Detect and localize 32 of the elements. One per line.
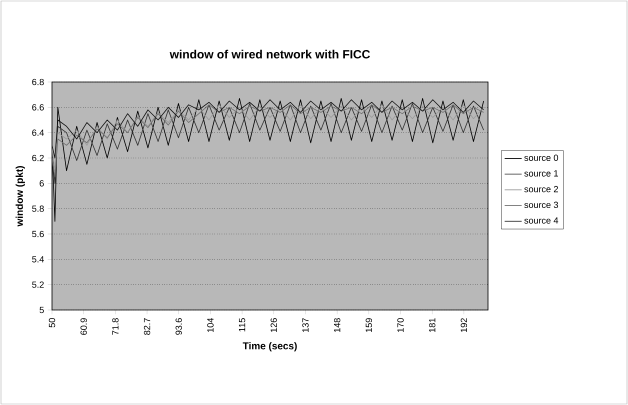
y-tick-label: 6.4 xyxy=(32,129,44,136)
x-tick-label: 93.6 xyxy=(176,318,182,335)
y-tick-label: 6 xyxy=(40,180,44,187)
x-tick-label: 192 xyxy=(460,318,468,332)
x-tick-label: 82.7 xyxy=(144,318,150,335)
x-tick-label: 126 xyxy=(270,318,277,332)
y-tick-label: 5.2 xyxy=(32,281,44,288)
x-tick-label: 115 xyxy=(238,318,246,332)
x-tick-label: 104 xyxy=(207,318,214,332)
y-tick-label: 6.2 xyxy=(32,154,44,162)
x-tick-label: 71.8 xyxy=(112,318,119,335)
y-tick-label: 5.8 xyxy=(32,205,44,212)
x-tick-label: 170 xyxy=(397,318,404,332)
legend-label: source 0 xyxy=(524,154,558,161)
y-tick-label: 5.4 xyxy=(32,256,44,262)
legend-label: source 3 xyxy=(524,202,558,208)
y-tick-label: 6.8 xyxy=(32,78,44,86)
legend-label: source 2 xyxy=(524,186,558,192)
x-tick-label: 181 xyxy=(429,318,436,332)
x-tick-label: 159 xyxy=(366,318,372,332)
y-tick-label: 5 xyxy=(40,306,44,314)
x-tick-label: 137 xyxy=(302,318,309,332)
x-tick-label: 50 xyxy=(48,318,56,328)
legend-label: source 4 xyxy=(524,217,558,224)
y-tick-label: 6.6 xyxy=(32,104,44,111)
legend-label: source 1 xyxy=(524,170,558,177)
x-tick-label: 60.9 xyxy=(80,318,87,335)
y-axis-title: window (pkt) xyxy=(16,166,25,226)
x-tick-label: 148 xyxy=(334,318,340,332)
y-tick-label: 5.6 xyxy=(32,230,44,238)
chart-title: window of wired network with FICC xyxy=(170,50,370,58)
x-axis-title: Time (secs) xyxy=(242,342,297,352)
